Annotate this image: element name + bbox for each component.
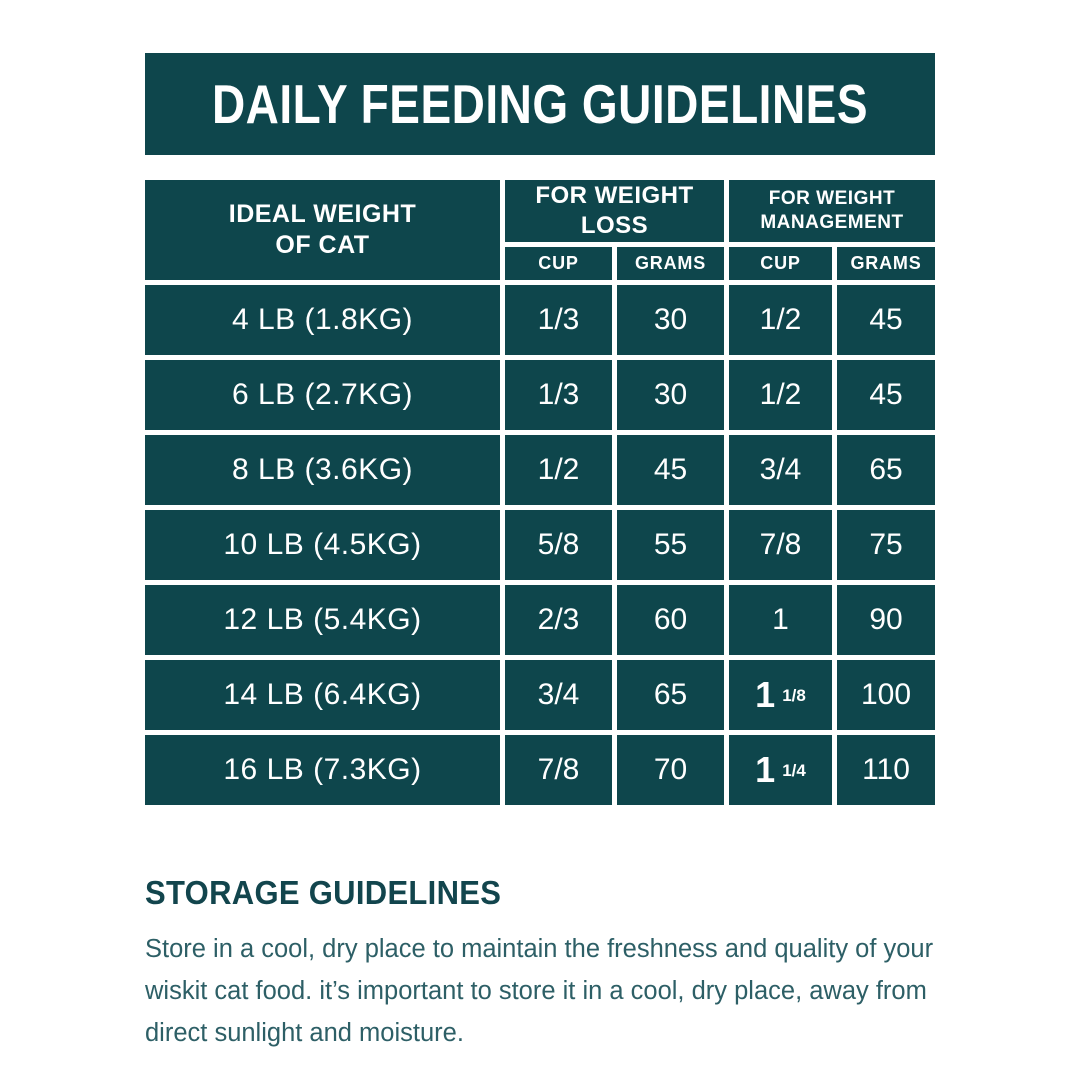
fraction: 1/4 [782, 760, 806, 780]
loss-cup-cell: 7/8 [505, 735, 612, 805]
subheader-loss-grams: GRAMS [617, 247, 724, 280]
title-banner: DAILY FEEDING GUIDELINES [145, 53, 935, 155]
fraction: 1/8 [782, 685, 806, 705]
whole-number: 1 [755, 749, 776, 790]
mgmt-cup-cell: 1 1/8 [729, 660, 832, 730]
storage-section: STORAGE GUIDELINES Store in a cool, dry … [145, 873, 937, 1054]
subheader-mgmt-cup: CUP [729, 247, 832, 280]
loss-grams-cell: 30 [617, 360, 724, 430]
loss-grams-cell: 65 [617, 660, 724, 730]
mgmt-grams-cell: 45 [837, 360, 935, 430]
col-header-ideal-weight: IDEAL WEIGHT OF CAT [145, 180, 500, 280]
mgmt-grams-cell: 65 [837, 435, 935, 505]
mgmt-cup-cell: 1 [729, 585, 832, 655]
subheader-mgmt-grams: GRAMS [837, 247, 935, 280]
loss-grams-cell: 70 [617, 735, 724, 805]
mgmt-cup-cell: 3/4 [729, 435, 832, 505]
loss-cup-cell: 1/3 [505, 285, 612, 355]
mgmt-grams-cell: 90 [837, 585, 935, 655]
mgmt-cup-cell: 1/2 [729, 285, 832, 355]
feeding-table: IDEAL WEIGHT OF CAT FOR WEIGHT LOSS FOR … [145, 180, 935, 805]
mgmt-cup-cell: 7/8 [729, 510, 832, 580]
weight-cell: 10 LB (4.5KG) [145, 510, 500, 580]
loss-grams-cell: 55 [617, 510, 724, 580]
mgmt-grams-cell: 75 [837, 510, 935, 580]
content-area: DAILY FEEDING GUIDELINES IDEAL WEIGHT OF… [145, 53, 937, 1054]
loss-cup-cell: 2/3 [505, 585, 612, 655]
mgmt-cup-cell: 1/2 [729, 360, 832, 430]
mgmt-grams-cell: 100 [837, 660, 935, 730]
weight-cell: 16 LB (7.3KG) [145, 735, 500, 805]
weight-cell: 4 LB (1.8KG) [145, 285, 500, 355]
loss-cup-cell: 1/3 [505, 360, 612, 430]
weight-cell: 12 LB (5.4KG) [145, 585, 500, 655]
mgmt-cup-cell: 1 1/4 [729, 735, 832, 805]
loss-cup-cell: 5/8 [505, 510, 612, 580]
mgmt-grams-cell: 110 [837, 735, 935, 805]
loss-cup-cell: 1/2 [505, 435, 612, 505]
weight-cell: 6 LB (2.7KG) [145, 360, 500, 430]
mgmt-grams-cell: 45 [837, 285, 935, 355]
loss-grams-cell: 60 [617, 585, 724, 655]
loss-grams-cell: 30 [617, 285, 724, 355]
subheader-loss-cup: CUP [505, 247, 612, 280]
col-header-weight-management: FOR WEIGHT MANAGEMENT [729, 180, 935, 242]
whole-number: 1 [755, 674, 776, 715]
storage-heading: STORAGE GUIDELINES [145, 873, 502, 912]
col-header-weight-loss: FOR WEIGHT LOSS [505, 180, 724, 242]
weight-cell: 14 LB (6.4KG) [145, 660, 500, 730]
loss-grams-cell: 45 [617, 435, 724, 505]
weight-cell: 8 LB (3.6KG) [145, 435, 500, 505]
page-title: DAILY FEEDING GUIDELINES [211, 73, 869, 135]
storage-body-text: Store in a cool, dry place to maintain t… [145, 935, 934, 1047]
loss-cup-cell: 3/4 [505, 660, 612, 730]
